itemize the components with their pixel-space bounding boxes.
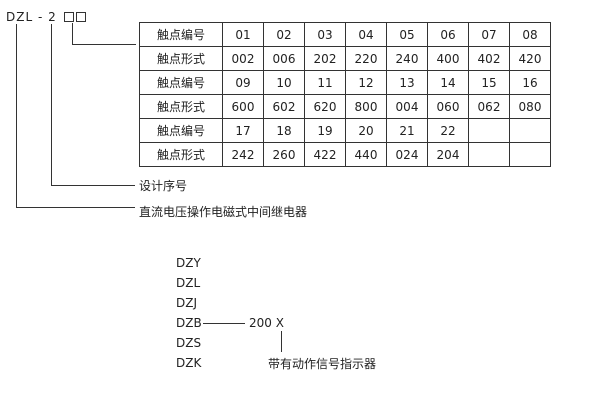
leader-line-type — [16, 24, 135, 208]
table-cell: 006 — [263, 46, 305, 71]
table-cell: 18 — [263, 118, 305, 143]
table-cell: 06 — [427, 22, 469, 47]
indicator-note: 带有动作信号指示器 — [268, 357, 377, 371]
table-cell: 17 — [222, 118, 264, 143]
row-label: 触点编号 — [139, 22, 223, 47]
table-cell: 420 — [509, 46, 551, 71]
table-cell: 12 — [345, 70, 387, 95]
model-dzb: DZB — [176, 316, 202, 330]
table-cell: 15 — [468, 70, 510, 95]
table-cell: 602 — [263, 94, 305, 119]
model-dzs: DZS — [176, 336, 202, 350]
table-cell: 220 — [345, 46, 387, 71]
model-dzj: DZJ — [176, 296, 197, 310]
placeholder-box — [75, 12, 86, 22]
table-cell: 062 — [468, 94, 510, 119]
table-cell: 08 — [509, 22, 551, 47]
table-row: 触点形式 600 602 620 800 004 060 062 080 — [139, 94, 551, 119]
row-label: 触点形式 — [139, 46, 223, 71]
row-label: 触点形式 — [139, 142, 223, 167]
model-dzk: DZK — [176, 356, 202, 370]
table-cell: 20 — [345, 118, 387, 143]
table-row: 触点编号 09 10 11 12 13 14 15 16 — [139, 70, 551, 95]
model-code: DZL - 2 — [6, 10, 86, 24]
table-cell: 09 — [222, 70, 264, 95]
table-cell: 01 — [222, 22, 264, 47]
placeholder-box — [63, 12, 74, 22]
table-cell: 16 — [509, 70, 551, 95]
table-cell: 060 — [427, 94, 469, 119]
leader-line-contact — [72, 23, 136, 45]
contact-table: 触点编号 01 02 03 04 05 06 07 08 触点形式 002 006 202 220 240 4… — [139, 22, 551, 167]
table-cell: 05 — [386, 22, 428, 47]
leader-line-design — [51, 24, 135, 186]
table-cell — [468, 118, 510, 143]
table-cell: 02 — [263, 22, 305, 47]
table-cell: 03 — [304, 22, 346, 47]
table-cell — [509, 142, 551, 167]
table-cell — [468, 142, 510, 167]
table-cell: 004 — [386, 94, 428, 119]
table-row: 触点形式 002 006 202 220 240 400 402 420 — [139, 46, 551, 71]
table-cell: 10 — [263, 70, 305, 95]
table-cell: 002 — [222, 46, 264, 71]
table-cell: 21 — [386, 118, 428, 143]
row-label: 触点形式 — [139, 94, 223, 119]
table-row: 触点形式 242 260 422 440 024 204 — [139, 142, 551, 167]
table-row: 触点编号 01 02 03 04 05 06 07 08 — [139, 22, 551, 47]
model-dzy: DZY — [176, 256, 201, 270]
table-cell: 600 — [222, 94, 264, 119]
table-cell: 260 — [263, 142, 305, 167]
table-cell: 19 — [304, 118, 346, 143]
table-cell: 11 — [304, 70, 346, 95]
table-cell: 242 — [222, 142, 264, 167]
row-label: 触点编号 — [139, 118, 223, 143]
table-cell: 024 — [386, 142, 428, 167]
table-cell: 202 — [304, 46, 346, 71]
design-serial-label: 设计序号 — [139, 179, 188, 193]
model-dzl: DZL — [176, 276, 201, 290]
table-cell: 04 — [345, 22, 387, 47]
table-cell: 22 — [427, 118, 469, 143]
series-suffix: 200 X — [249, 316, 284, 330]
row-label: 触点编号 — [139, 70, 223, 95]
table-cell: 080 — [509, 94, 551, 119]
table-cell: 13 — [386, 70, 428, 95]
table-cell: 400 — [427, 46, 469, 71]
table-row: 触点编号 17 18 19 20 21 22 — [139, 118, 551, 143]
relay-type-label: 直流电压操作电磁式中间继电器 — [139, 205, 308, 219]
table-cell: 240 — [386, 46, 428, 71]
table-cell: 620 — [304, 94, 346, 119]
table-cell: 402 — [468, 46, 510, 71]
table-cell: 440 — [345, 142, 387, 167]
table-cell — [509, 118, 551, 143]
table-cell: 422 — [304, 142, 346, 167]
table-cell: 800 — [345, 94, 387, 119]
table-cell: 204 — [427, 142, 469, 167]
table-cell: 14 — [427, 70, 469, 95]
model-code-prefix: DZL - 2 — [6, 10, 57, 24]
table-cell: 07 — [468, 22, 510, 47]
